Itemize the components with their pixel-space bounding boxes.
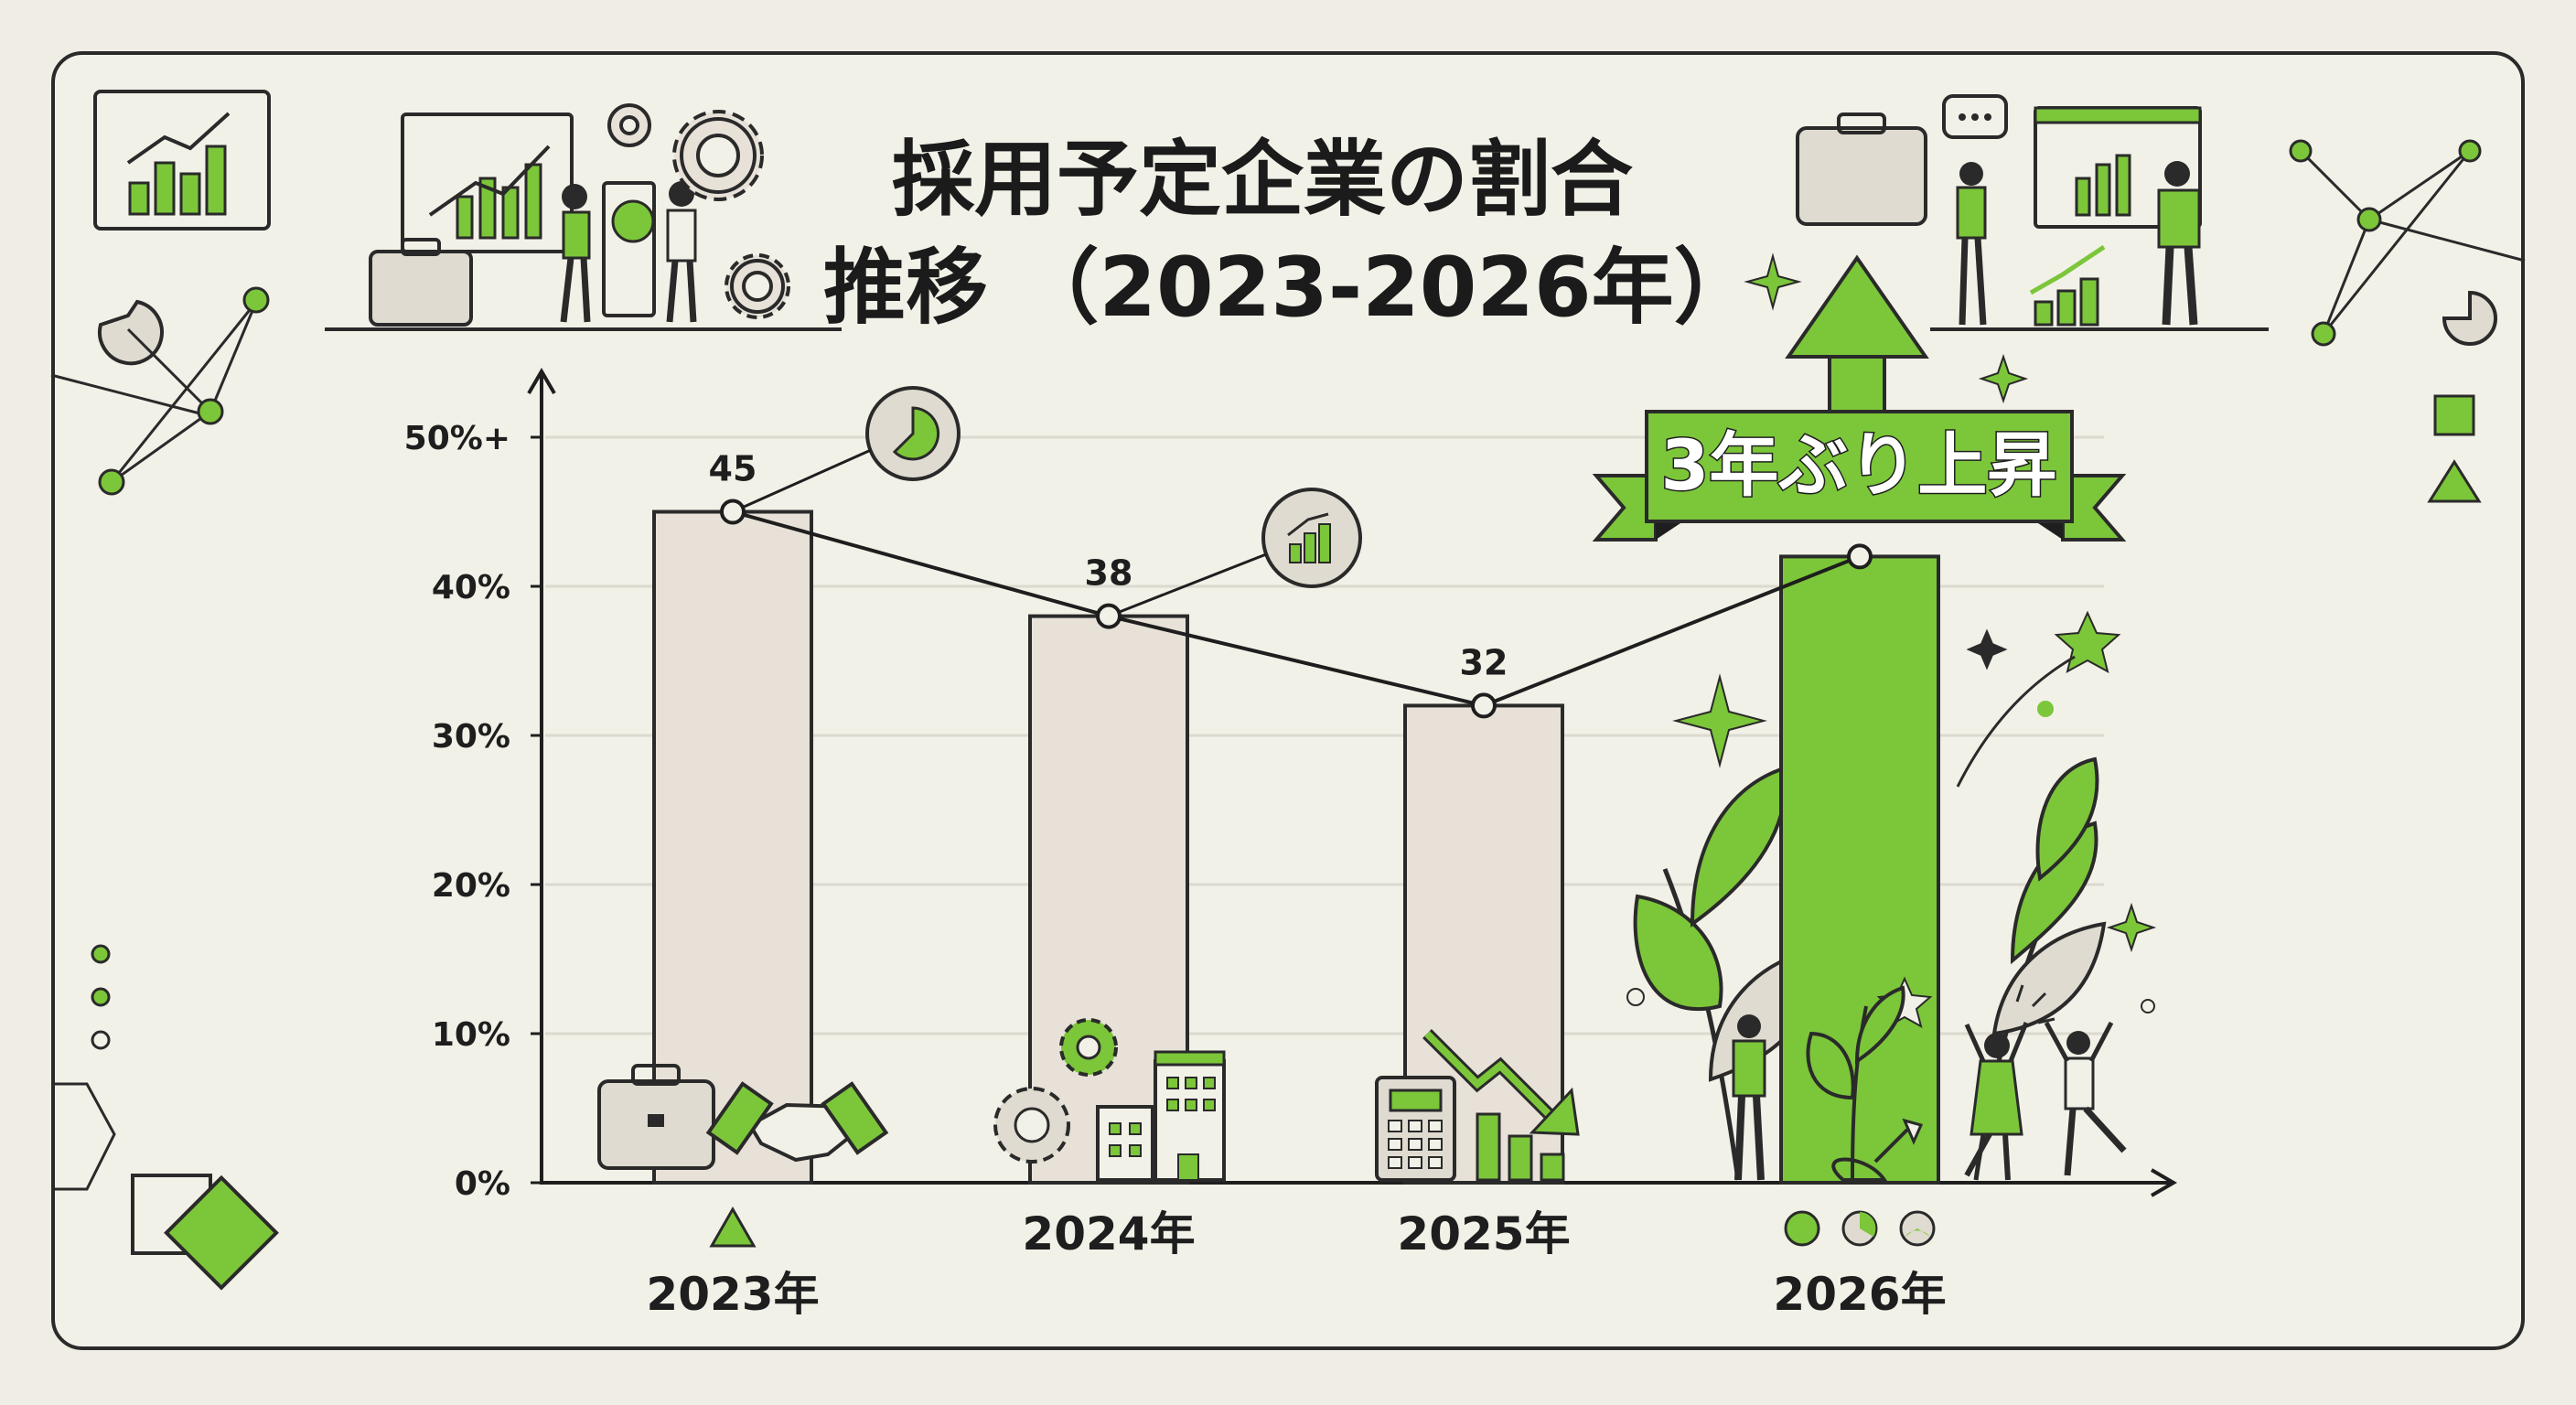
chart-title-line2: 推移 （2023-2026年）	[823, 240, 1756, 336]
banner-text: 3年ぶり上昇	[1661, 424, 2057, 506]
x-tick-labels: 2023年 2024年 2025年 2026年	[646, 1207, 1946, 1321]
y-tick-label: 10%	[432, 1016, 510, 1054]
data-label: 38	[1085, 553, 1133, 594]
growth-chart-icon	[1261, 488, 1362, 588]
data-point	[1096, 603, 1122, 629]
dots-decoration	[91, 944, 111, 1050]
x-tick-label: 2023年	[646, 1268, 819, 1321]
people-celebrating-icon	[1732, 655, 2127, 1181]
y-tick-label: 50%+	[404, 420, 510, 457]
bar-chart-icon	[93, 90, 271, 231]
network-icon-right	[2289, 139, 2526, 503]
y-tick-label: 40%	[432, 569, 510, 606]
data-point	[1471, 692, 1497, 719]
building-icon	[993, 1018, 1226, 1182]
y-axis	[527, 368, 556, 1185]
trend-line	[720, 448, 1873, 719]
bar-2026年	[1779, 554, 1940, 1185]
y-tick-label: 30%	[432, 718, 510, 756]
briefcase-icon	[597, 1064, 715, 1170]
y-tick-labels: 0% 10% 20% 30% 40% 50%+	[404, 420, 510, 1203]
shapes-decoration	[51, 1082, 279, 1291]
chart-title: 採用予定企業の割合 推移 （2023-2026年）	[823, 126, 1756, 342]
highlight-banner: 3年ぶり上昇	[1592, 410, 2127, 542]
data-labels: 45 38 32	[709, 449, 1508, 683]
category-markers	[709, 1206, 1936, 1248]
presentation-scene-icon	[325, 113, 842, 331]
x-tick-label: 2024年	[1022, 1207, 1195, 1260]
handshake-icon	[705, 1081, 889, 1163]
marker-connector	[1108, 552, 1267, 617]
business-scene-icon	[1796, 94, 2269, 331]
network-icon	[50, 286, 270, 496]
trend-down-icon	[1422, 1029, 1580, 1182]
pie-chart-icon	[865, 386, 961, 481]
data-label: 32	[1460, 642, 1508, 682]
calculator-icon	[1375, 1076, 1456, 1182]
chart-title-line1: 採用予定企業の割合	[892, 132, 1633, 228]
trend-line-path	[732, 509, 1861, 708]
data-label: 45	[709, 449, 757, 489]
x-tick-label: 2025年	[1397, 1207, 1570, 1260]
y-tick-label: 0%	[455, 1165, 510, 1203]
x-tick-label: 2026年	[1773, 1268, 1946, 1321]
data-point	[720, 499, 746, 525]
marker-connector	[732, 448, 872, 513]
plant-icon	[1806, 985, 1924, 1182]
arrow-up-icon	[1785, 254, 1929, 418]
y-tick-label: 20%	[432, 867, 510, 905]
gear-icon	[607, 103, 790, 319]
data-point	[1847, 543, 1873, 570]
